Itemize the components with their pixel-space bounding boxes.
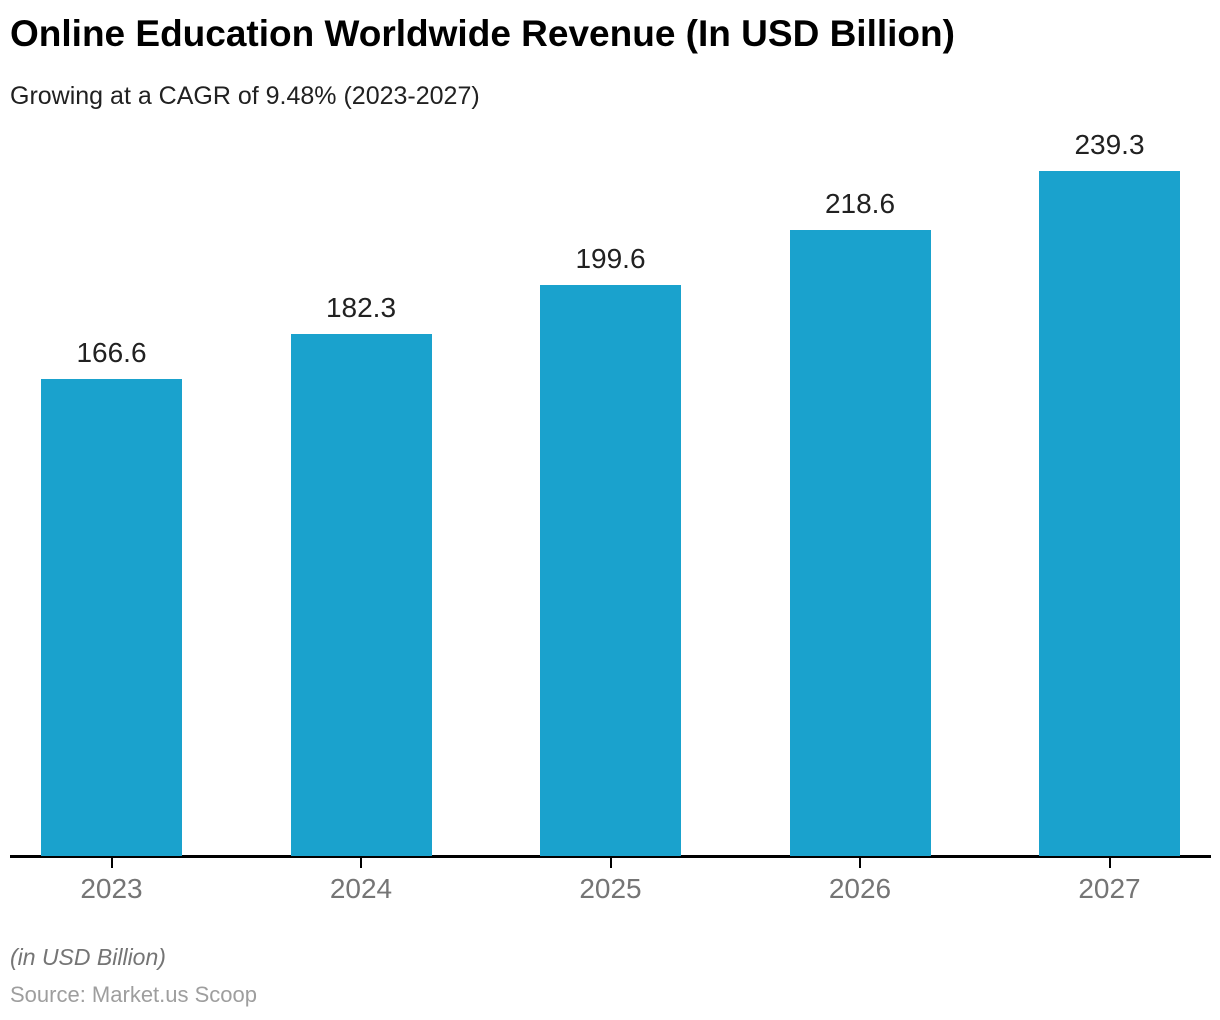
chart-subtitle: Growing at a CAGR of 9.48% (2023-2027) [10,82,480,110]
bar-2026 [789,230,931,856]
value-label-2026: 218.6 [824,188,896,219]
x-axis-line [10,855,1211,858]
bar-2025 [540,285,681,856]
x-tick-2023 [110,858,113,868]
bar-2024 [290,334,432,856]
source-note: Source: Market.us Scoop [10,982,258,1007]
x-tick-2024 [360,858,362,868]
x-tick-label-2024: 2024 [329,873,393,904]
x-tick-2027 [1108,858,1111,868]
value-label-2023: 166.6 [76,337,147,368]
x-tick-label-2027: 2027 [1078,873,1141,904]
x-tick-label-2025: 2025 [579,873,642,904]
x-tick-2026 [859,858,861,868]
x-tick-2025 [609,858,612,868]
x-tick-label-2026: 2026 [828,873,892,904]
bar-2027 [1039,171,1180,856]
chart-title: Online Education Worldwide Revenue (In U… [10,13,955,54]
value-label-2027: 239.3 [1074,129,1145,160]
value-label-2024: 182.3 [325,292,397,323]
value-label-2025: 199.6 [575,243,646,274]
bar-2023 [41,379,182,856]
x-tick-label-2023: 2023 [80,873,143,904]
unit-note: (in USD Billion) [10,944,166,970]
